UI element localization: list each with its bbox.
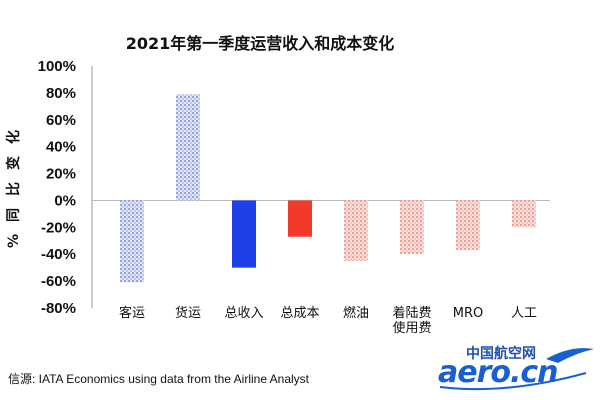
category-label: 燃油	[343, 305, 369, 321]
y-tick-label: 80%	[46, 85, 76, 102]
category-label: 总收入	[224, 306, 263, 321]
y-tick-labels: 100% 80% 60% 40% 20% 0% -20% -40% -60% -80%	[38, 58, 76, 317]
y-tick-label: 20%	[46, 166, 76, 183]
y-tick-label: 0%	[54, 192, 76, 209]
bar	[288, 200, 312, 237]
bar	[120, 200, 144, 283]
logo-main-text: aero.cn	[438, 355, 559, 390]
y-tick-label: 100%	[38, 58, 76, 75]
y-tick-label: -60%	[41, 273, 76, 290]
category-label: 总成本	[280, 306, 319, 321]
bar	[456, 200, 480, 251]
y-tick-label: -20%	[41, 219, 76, 236]
y-axis-label-char: %	[6, 234, 22, 248]
plane-icon	[439, 348, 594, 391]
bar	[400, 200, 424, 255]
bar	[176, 94, 200, 201]
category-label: 客运	[119, 305, 145, 321]
source-note: 信源: IATA Economics using data from the A…	[8, 372, 310, 386]
aero-cn-logo: 中国航空网 aero.cn	[436, 343, 596, 395]
category-label: 人工	[511, 306, 537, 321]
y-axis-label-char: 比	[5, 182, 22, 196]
y-tick-label: -40%	[41, 246, 76, 263]
bar	[232, 200, 256, 268]
category-label: MRO	[453, 306, 483, 321]
y-tick-label: 60%	[46, 112, 76, 129]
y-axis-label-char: 变	[5, 156, 22, 170]
chart-title: 2021年第一季度运营收入和成本变化	[125, 34, 395, 53]
bar	[344, 200, 368, 261]
y-axis-label-char: 化	[5, 130, 22, 144]
category-label: 使用费	[392, 320, 431, 336]
category-label: 着陆费	[392, 305, 431, 321]
y-axis-label-char: 同	[6, 208, 22, 222]
y-tick-label: 40%	[46, 139, 76, 156]
category-label: 货运	[175, 305, 201, 321]
logo-top-text: 中国航空网	[466, 346, 536, 362]
y-tick-label: -80%	[41, 300, 76, 317]
bar	[512, 200, 536, 228]
